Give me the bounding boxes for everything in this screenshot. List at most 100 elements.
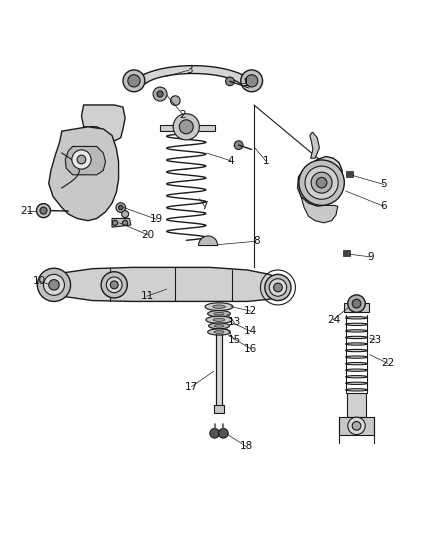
Ellipse shape (346, 382, 367, 384)
Ellipse shape (213, 305, 225, 309)
Text: 24: 24 (327, 315, 340, 325)
Polygon shape (65, 147, 106, 175)
Circle shape (49, 280, 59, 290)
Circle shape (116, 203, 126, 212)
Text: 9: 9 (367, 252, 374, 262)
Circle shape (119, 205, 123, 210)
Ellipse shape (346, 362, 367, 365)
Ellipse shape (346, 330, 367, 332)
Text: 5: 5 (380, 180, 387, 189)
Text: 10: 10 (32, 276, 46, 286)
Circle shape (157, 91, 163, 97)
Ellipse shape (208, 329, 230, 335)
Polygon shape (134, 66, 252, 84)
Circle shape (170, 96, 180, 106)
Circle shape (348, 295, 365, 312)
Circle shape (179, 120, 193, 134)
Bar (214, 405, 224, 413)
Wedge shape (198, 236, 218, 246)
Circle shape (265, 274, 291, 301)
Text: 11: 11 (140, 291, 154, 301)
Ellipse shape (208, 323, 230, 329)
Polygon shape (49, 127, 119, 221)
Circle shape (113, 220, 118, 225)
Circle shape (123, 220, 128, 225)
Circle shape (210, 429, 219, 438)
Text: 1: 1 (262, 156, 269, 166)
Circle shape (173, 114, 199, 140)
Bar (347, 393, 366, 417)
Polygon shape (297, 157, 342, 206)
Polygon shape (112, 219, 131, 227)
Circle shape (274, 283, 283, 292)
Polygon shape (301, 197, 338, 223)
Text: 17: 17 (185, 382, 198, 392)
Circle shape (77, 155, 86, 164)
Circle shape (305, 166, 338, 199)
Circle shape (269, 279, 287, 296)
Ellipse shape (214, 312, 224, 315)
Polygon shape (310, 132, 319, 158)
Text: 16: 16 (244, 344, 257, 353)
Circle shape (299, 160, 344, 205)
Ellipse shape (346, 343, 367, 345)
Text: 19: 19 (150, 214, 163, 224)
Circle shape (37, 268, 71, 302)
Text: 1: 1 (243, 78, 249, 88)
Circle shape (40, 207, 47, 214)
Bar (215, 334, 223, 406)
Text: 15: 15 (228, 335, 241, 345)
Text: 21: 21 (20, 206, 34, 216)
Ellipse shape (346, 376, 367, 378)
Text: 3: 3 (186, 65, 193, 75)
Bar (339, 417, 374, 434)
Ellipse shape (213, 318, 225, 321)
Ellipse shape (208, 311, 230, 317)
Circle shape (36, 204, 50, 217)
Polygon shape (160, 125, 215, 131)
Ellipse shape (214, 330, 224, 334)
Ellipse shape (346, 369, 367, 372)
Circle shape (246, 75, 258, 87)
Circle shape (219, 429, 228, 438)
Bar (346, 171, 353, 177)
Circle shape (72, 150, 91, 169)
Ellipse shape (206, 316, 232, 324)
Text: 7: 7 (201, 201, 208, 211)
Ellipse shape (346, 336, 367, 338)
Circle shape (122, 211, 129, 217)
Text: 18: 18 (240, 441, 253, 451)
Text: 12: 12 (244, 306, 257, 316)
Text: 6: 6 (380, 201, 387, 211)
Ellipse shape (346, 323, 367, 326)
Circle shape (316, 177, 327, 188)
Text: 13: 13 (228, 317, 241, 327)
Circle shape (348, 417, 365, 434)
Circle shape (226, 77, 234, 86)
Circle shape (101, 272, 127, 298)
Circle shape (352, 299, 361, 308)
Polygon shape (40, 268, 287, 302)
Circle shape (352, 422, 361, 430)
Ellipse shape (214, 325, 224, 327)
Polygon shape (81, 105, 125, 142)
Bar (343, 250, 350, 256)
Text: 8: 8 (253, 236, 259, 246)
Text: 22: 22 (381, 358, 395, 368)
Circle shape (106, 277, 122, 293)
Ellipse shape (346, 317, 367, 319)
Text: 23: 23 (368, 335, 381, 345)
Ellipse shape (346, 389, 367, 391)
Text: 2: 2 (180, 110, 186, 119)
Text: 14: 14 (244, 326, 257, 336)
Circle shape (153, 87, 167, 101)
Bar (344, 303, 369, 312)
Ellipse shape (205, 303, 233, 311)
Circle shape (234, 141, 243, 149)
Ellipse shape (346, 350, 367, 352)
Text: 20: 20 (142, 230, 155, 240)
Text: 4: 4 (227, 156, 234, 166)
Circle shape (123, 70, 145, 92)
Circle shape (128, 75, 140, 87)
Circle shape (43, 274, 64, 295)
